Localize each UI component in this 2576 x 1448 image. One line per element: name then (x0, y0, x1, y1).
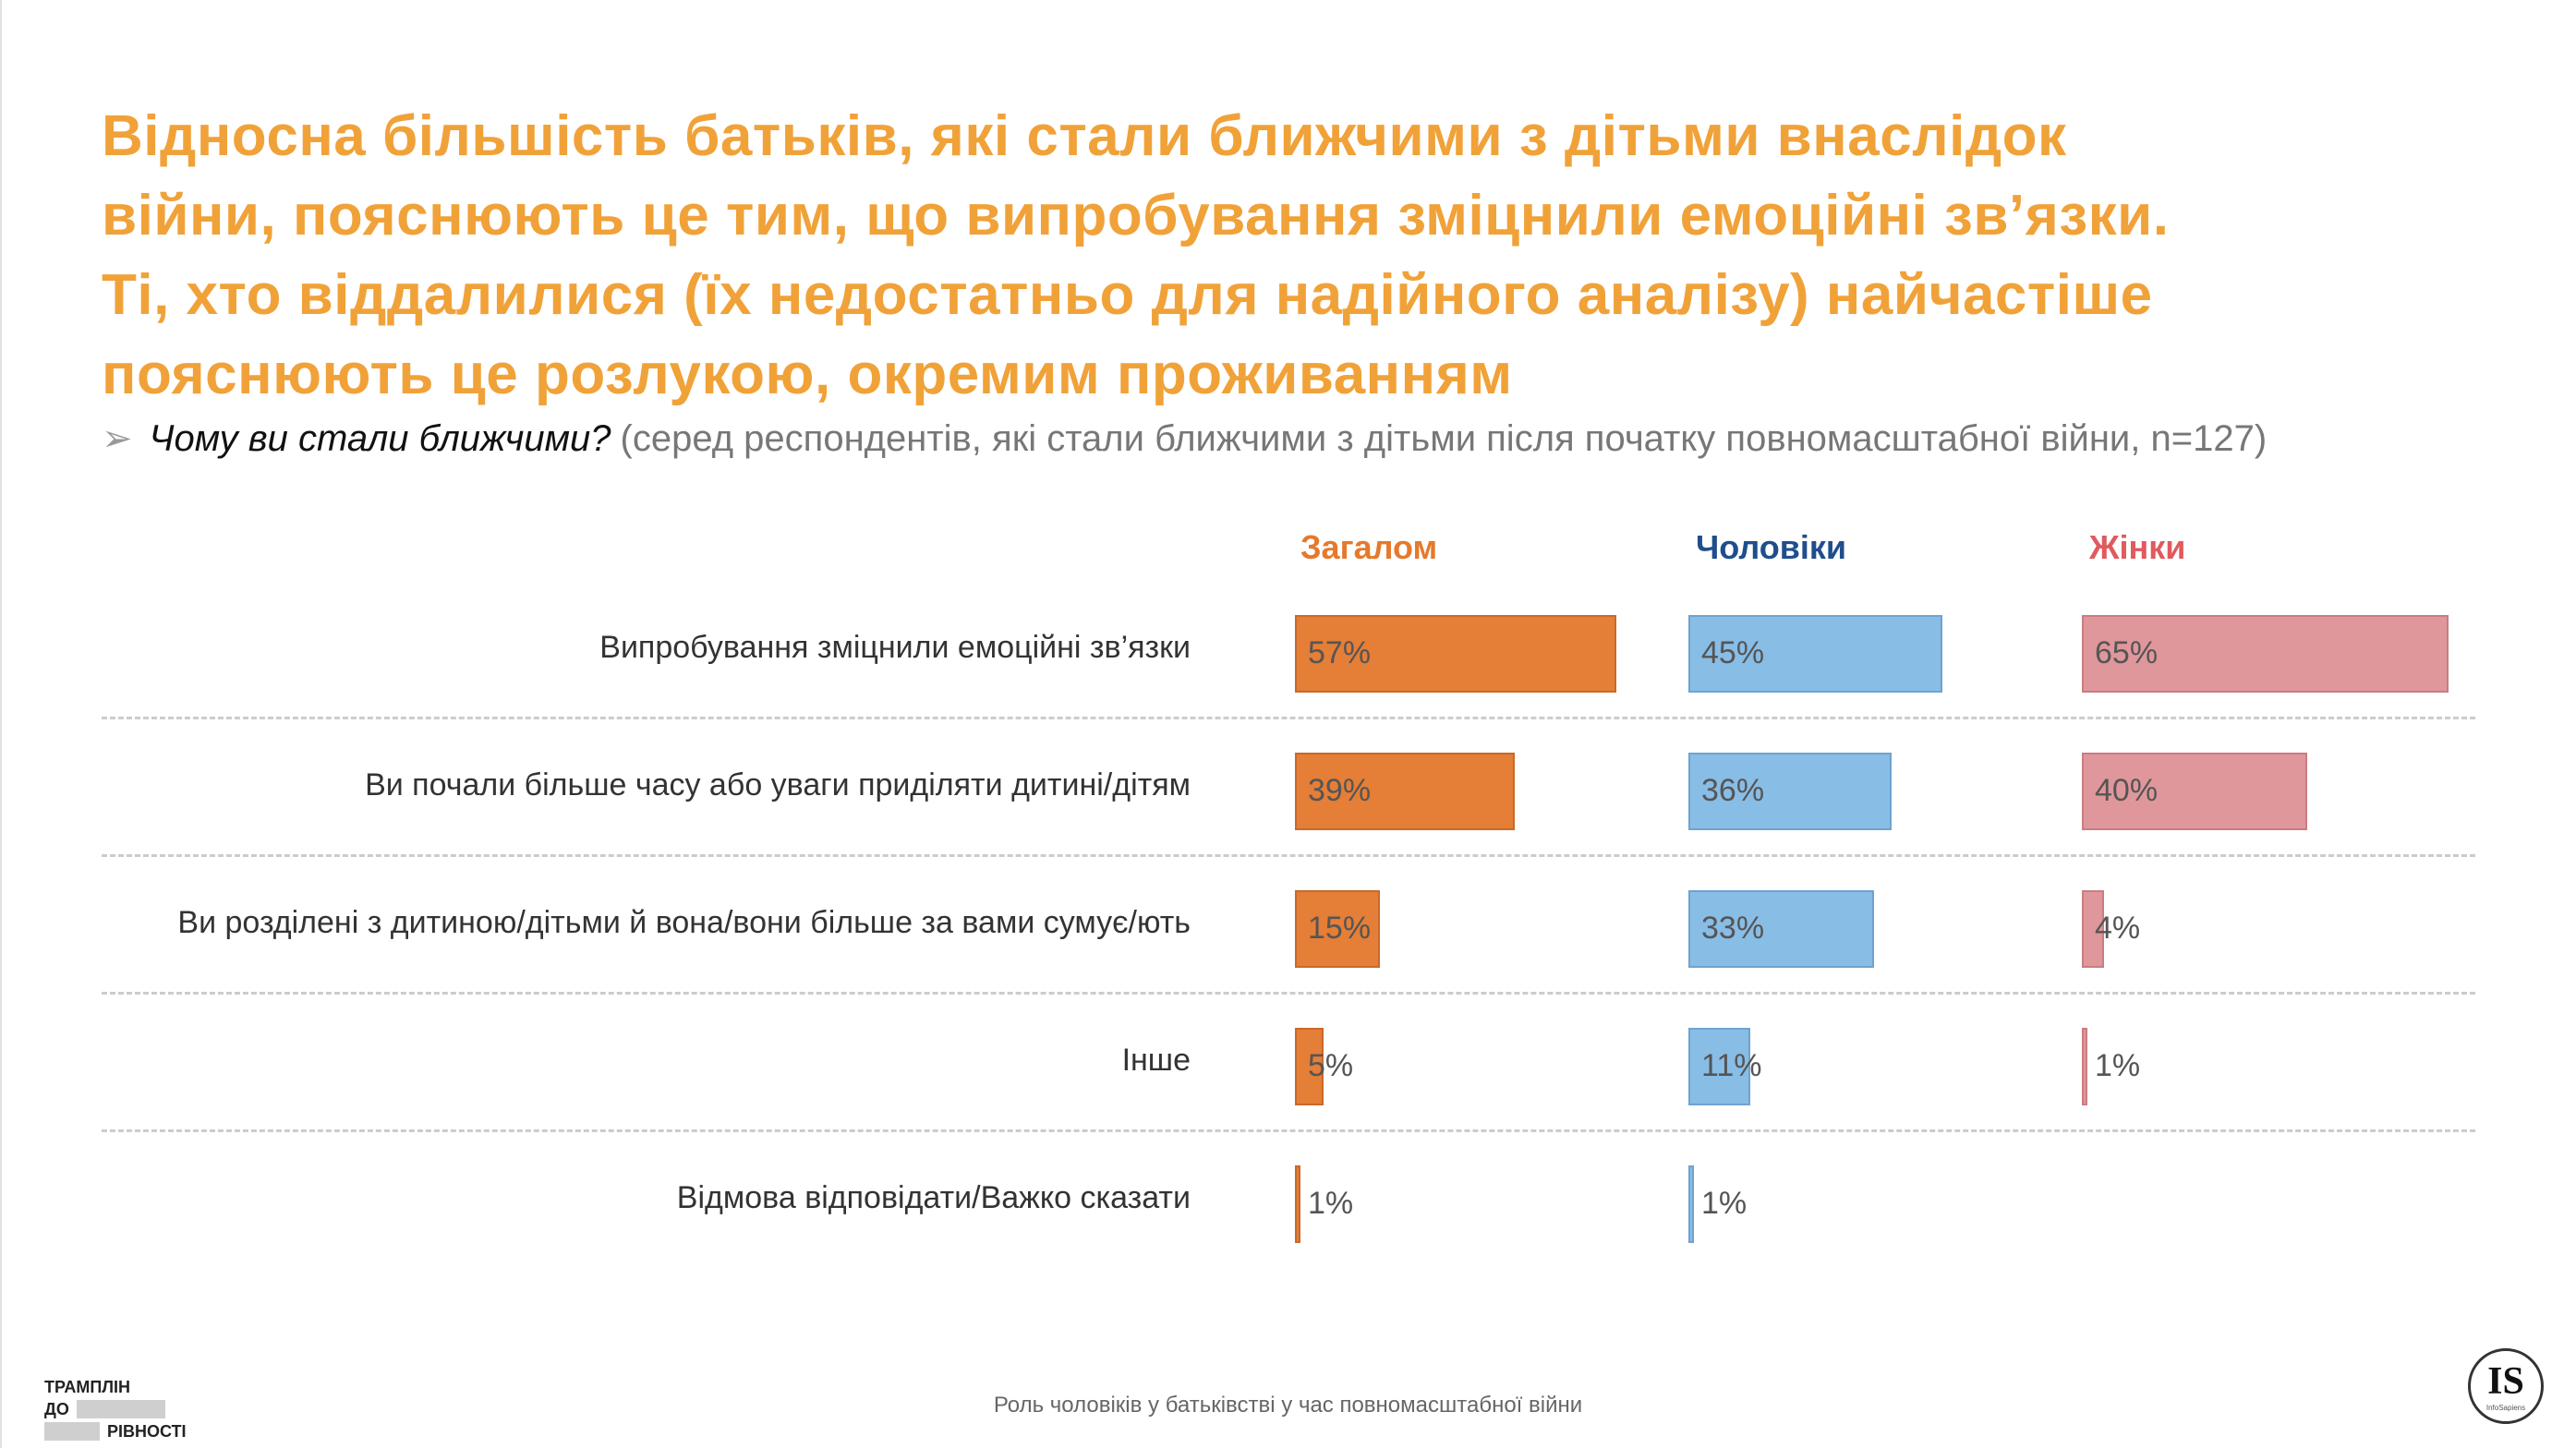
column-header-overall: Загалом (1300, 528, 1438, 566)
bar-men (1688, 1028, 1751, 1105)
value-label-overall: 1% (1308, 1186, 1354, 1221)
left-edge-rule (0, 0, 2, 1448)
bar-men (1688, 890, 1875, 968)
logo-gray-bar (44, 1422, 100, 1441)
bar-women (2082, 1028, 2088, 1105)
arrow-icon: ➢ (102, 418, 133, 459)
value-label-women: 4% (2095, 911, 2141, 946)
value-label-men: 45% (1701, 635, 1765, 670)
value-label-women: 40% (2095, 773, 2159, 808)
value-label-women: 65% (2095, 635, 2159, 670)
bar-women (2082, 753, 2307, 830)
page-title: Відносна більшість батьків, які стали бл… (102, 97, 2503, 415)
sample-note: (серед респондентів, які стали ближчими … (620, 418, 2268, 459)
logo-line-3: РІВНОСТІ (107, 1422, 187, 1441)
value-label-men: 11% (1701, 1048, 1762, 1083)
footer-caption: Роль чоловіків у батьківстві у час повно… (993, 1393, 1583, 1418)
value-label-overall: 39% (1308, 773, 1372, 808)
row-label: Випробування зміцнили емоційні зв’язки (599, 630, 1191, 665)
title-line-1: Відносна більшість батьків, які стали бл… (102, 104, 2067, 168)
value-label-women: 1% (2095, 1048, 2141, 1083)
title-line-4: пояснюють це розлукою, окремим проживанн… (102, 343, 1513, 406)
row-divider (102, 854, 2475, 857)
row-label: Ви розділені з дитиною/дітьми й вона/вон… (177, 905, 1191, 940)
title-line-2: війни, пояснюють це тим, що випробування… (102, 184, 2170, 247)
bar-men (1688, 1165, 1695, 1243)
logo-gray-bar (76, 1400, 165, 1418)
value-label-men: 33% (1701, 911, 1765, 946)
question-subtitle: ➢ Чому ви стали ближчими? (серед респонден… (102, 417, 2267, 460)
value-label-men: 36% (1701, 773, 1765, 808)
row-label: Ви почали більше часу або уваги приділят… (365, 767, 1191, 802)
bar-women (2082, 615, 2449, 693)
logo-line-1: ТРАМПЛІН (44, 1378, 130, 1396)
is-logo-text: IS (2487, 1360, 2524, 1403)
title-line-3: Ті, хто віддалилися (їх недостатньо для … (102, 263, 2153, 327)
bar-women (2082, 890, 2105, 968)
row-label: Інше (1121, 1043, 1191, 1078)
bar-overall (1295, 890, 1380, 968)
bar-overall (1295, 615, 1616, 693)
tramplin-logo: ТРАМПЛІН ДО РІВНОСТІ (44, 1376, 187, 1442)
value-label-men: 1% (1701, 1186, 1748, 1221)
bar-men (1688, 753, 1892, 830)
is-logo-subtext: InfoSapiens (2485, 1404, 2526, 1412)
bar-men (1688, 615, 1942, 693)
row-label: Відмова відповідати/Важко сказати (676, 1180, 1191, 1215)
row-divider (102, 992, 2475, 995)
value-label-overall: 5% (1308, 1048, 1354, 1083)
row-divider (102, 1129, 2475, 1132)
bar-overall (1295, 1028, 1324, 1105)
column-header-men: Чоловіки (1696, 528, 1847, 566)
infosapiens-logo: IS InfoSapiens (2468, 1348, 2544, 1424)
value-label-overall: 57% (1308, 635, 1372, 670)
question-text: Чому ви стали ближчими? (149, 418, 611, 459)
row-divider (102, 717, 2475, 719)
value-label-overall: 15% (1308, 911, 1372, 946)
logo-line-2: ДО (44, 1400, 69, 1418)
bar-overall (1295, 1165, 1301, 1243)
bar-overall (1295, 753, 1515, 830)
column-header-women: Жінки (2089, 528, 2186, 566)
